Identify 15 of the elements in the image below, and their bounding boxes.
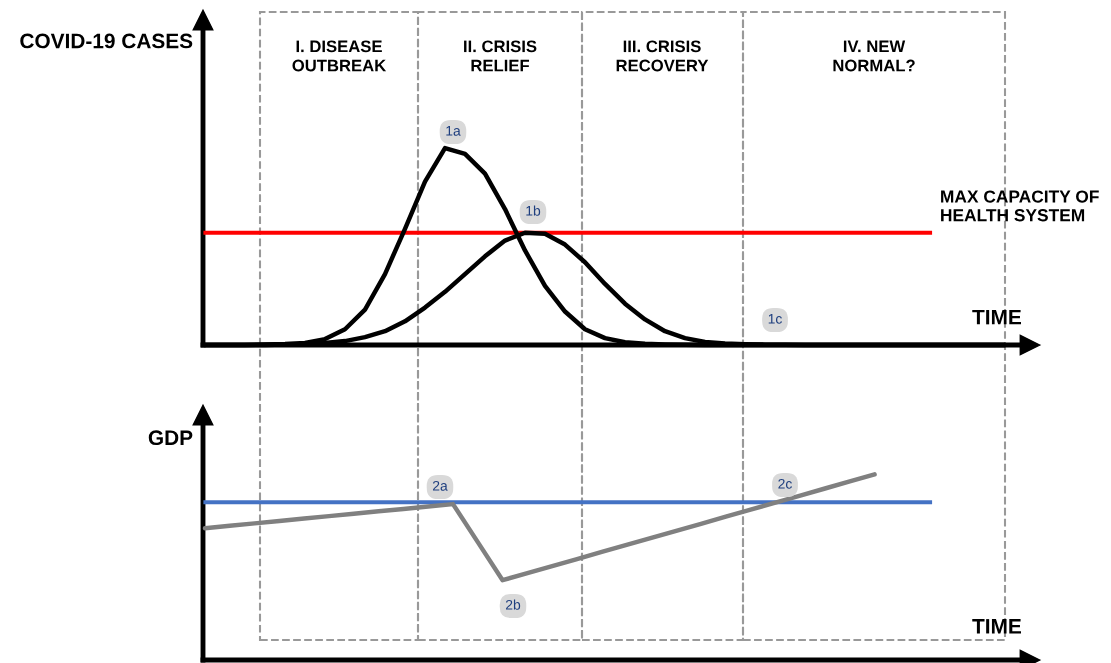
text: II. CRISIS RELIEF xyxy=(464,40,537,72)
ref-line-label: MAX CAPACITY OF HEALTH SYSTEM xyxy=(941,190,1099,222)
annotation: 1c xyxy=(768,314,782,324)
x-axis-title: TIME xyxy=(972,619,1021,634)
annotation: 2b xyxy=(505,599,521,610)
text: I. DISEASE OUTBREAK xyxy=(292,40,387,72)
text: 1a xyxy=(446,126,461,136)
text: IV. NEW NORMAL? xyxy=(833,40,915,72)
annotation: 1b xyxy=(526,205,541,216)
x-axis-title: TIME xyxy=(972,310,1021,325)
y-axis-title: COVID-19 CASES xyxy=(20,33,193,49)
annotation: 2c xyxy=(778,478,792,489)
text: III. CRISIS RECOVERY xyxy=(616,40,709,72)
annotation: 2a xyxy=(432,480,448,491)
y-axis-title: GDP xyxy=(148,430,193,446)
